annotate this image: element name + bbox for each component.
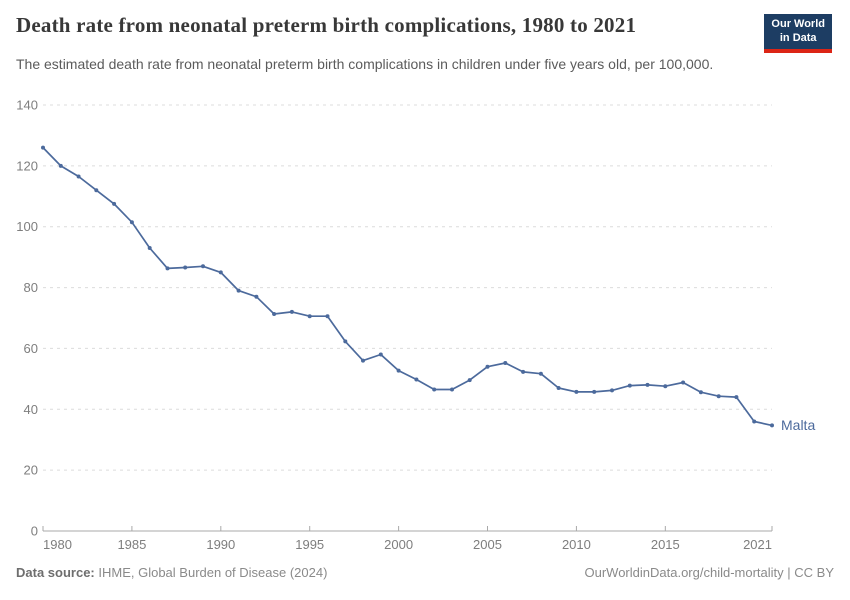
data-point[interactable] [716, 394, 721, 399]
data-point[interactable] [752, 419, 757, 424]
data-point[interactable] [770, 423, 774, 428]
data-point[interactable] [112, 201, 117, 206]
data-point[interactable] [236, 288, 241, 293]
data-point[interactable] [58, 163, 63, 168]
data-point[interactable] [41, 145, 45, 150]
data-point[interactable] [574, 389, 579, 394]
y-tick-label: 140 [16, 98, 38, 113]
data-point[interactable] [94, 188, 99, 193]
data-source: Data source: IHME, Global Burden of Dise… [16, 565, 327, 580]
data-point[interactable] [165, 266, 170, 271]
data-point[interactable] [289, 309, 294, 314]
data-point[interactable] [147, 246, 152, 250]
y-tick-label: 40 [24, 402, 38, 417]
data-source-value: IHME, Global Burden of Disease (2024) [98, 565, 328, 580]
y-tick-label: 80 [24, 280, 38, 295]
x-tick-label: 1995 [295, 537, 324, 552]
data-point[interactable] [343, 339, 348, 344]
chart-subtitle: The estimated death rate from neonatal p… [16, 56, 714, 72]
x-tick-label: 1990 [206, 537, 235, 552]
data-point[interactable] [378, 352, 383, 357]
y-tick-label: 0 [31, 524, 38, 539]
data-point[interactable] [610, 388, 614, 393]
credit-link[interactable]: OurWorldinData.org/child-mortality | CC … [584, 565, 835, 580]
data-point[interactable] [734, 395, 739, 400]
x-tick-label: 1985 [117, 537, 146, 552]
data-line[interactable] [42, 146, 773, 427]
data-point[interactable] [254, 294, 259, 299]
x-tick-label: 1980 [43, 537, 72, 552]
data-point[interactable] [307, 314, 312, 319]
data-point[interactable] [698, 390, 703, 395]
data-point[interactable] [521, 369, 526, 374]
y-tick-label: 120 [16, 158, 38, 173]
data-point[interactable] [432, 387, 437, 392]
data-point[interactable] [592, 389, 597, 394]
data-point[interactable] [414, 377, 419, 382]
entity-label[interactable]: Malta [781, 417, 815, 433]
data-source-label: Data source: [16, 565, 95, 580]
data-point[interactable] [538, 371, 543, 376]
x-tick-label: 2010 [562, 537, 591, 552]
data-point[interactable] [76, 174, 81, 179]
data-point[interactable] [201, 264, 205, 269]
data-point[interactable] [218, 270, 223, 275]
data-point[interactable] [361, 358, 365, 363]
data-point[interactable] [503, 361, 508, 365]
chart-footer: Data source: IHME, Global Burden of Dise… [16, 565, 834, 580]
data-point[interactable] [325, 314, 330, 319]
y-tick-label: 60 [24, 341, 38, 356]
y-tick-label: 20 [24, 463, 38, 478]
chart-title: Death rate from neonatal preterm birth c… [16, 13, 637, 37]
owid-logo[interactable]: Our World in Data [764, 14, 832, 53]
data-point[interactable] [129, 220, 134, 225]
data-point[interactable] [450, 387, 454, 392]
data-point[interactable] [663, 384, 668, 389]
x-tick-label: 2021 [743, 537, 772, 552]
x-tick-label: 2005 [473, 537, 502, 552]
data-point[interactable] [183, 265, 188, 270]
data-point[interactable] [681, 380, 686, 385]
owid-logo-line1: Our World [771, 18, 825, 30]
data-point[interactable] [467, 378, 472, 383]
x-tick-label: 2015 [651, 537, 680, 552]
x-tick-label: 2000 [384, 537, 413, 552]
data-point[interactable] [556, 386, 561, 390]
data-point[interactable] [485, 364, 490, 369]
owid-logo-line2: in Data [779, 31, 817, 44]
data-point[interactable] [272, 312, 277, 316]
data-point[interactable] [396, 368, 401, 373]
y-tick-label: 100 [16, 219, 38, 234]
data-point[interactable] [645, 382, 650, 387]
data-point[interactable] [627, 383, 632, 388]
